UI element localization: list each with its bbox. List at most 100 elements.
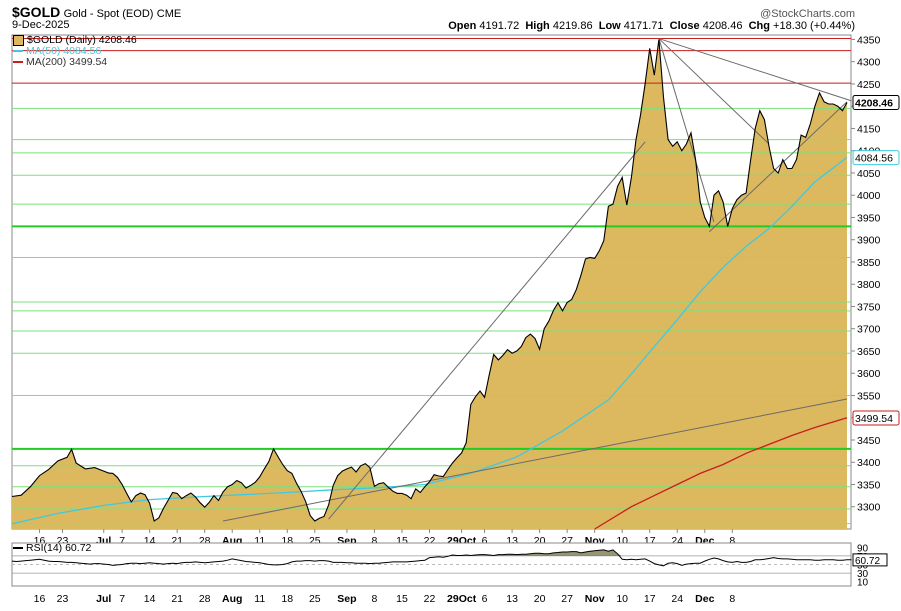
low-value: 4171.71 bbox=[623, 20, 664, 32]
rsi-xtick-label-23: 24 bbox=[671, 593, 683, 605]
xtick-label-9: 18 bbox=[281, 535, 293, 547]
ytick-label-3950: 3950 bbox=[857, 212, 881, 224]
trendline-0 bbox=[222, 398, 848, 522]
rsi-xtick-label-5: 21 bbox=[171, 593, 183, 605]
legend-swatch-ma200 bbox=[13, 61, 23, 63]
xtick-label-6: 28 bbox=[199, 535, 211, 547]
copyright: @StockCharts.com bbox=[760, 8, 855, 20]
xtick-label-25: 8 bbox=[729, 535, 735, 547]
xtick-label-5: 21 bbox=[171, 535, 183, 547]
rsi-xtick-label-9: 18 bbox=[281, 593, 293, 605]
legend-swatch-ma50 bbox=[13, 50, 23, 52]
close-value: 4208.46 bbox=[702, 20, 743, 32]
rsi-value-tag: 60.72 bbox=[855, 556, 880, 567]
trendline-1 bbox=[328, 141, 646, 520]
rsi-xtick-label-21: 10 bbox=[616, 593, 628, 605]
rsi-xtick-label-1: 23 bbox=[57, 593, 69, 605]
ytick-label-3450: 3450 bbox=[857, 435, 881, 447]
ytick-label-4150: 4150 bbox=[857, 123, 881, 135]
rsi-ytick-30: 30 bbox=[857, 569, 869, 580]
rsi-xtick-label-14: 22 bbox=[424, 593, 436, 605]
high-label: High bbox=[525, 20, 550, 32]
ytick-label-4300: 4300 bbox=[857, 57, 881, 69]
chg-label: Chg bbox=[748, 20, 770, 32]
rsi-xtick-label-19: 27 bbox=[561, 593, 573, 605]
rsi-xtick-label-17: 13 bbox=[506, 593, 518, 605]
ma200-line bbox=[594, 417, 848, 530]
rsi-xtick-label-22: 17 bbox=[644, 593, 656, 605]
legend-label-price: $GOLD (Daily) 4208.46 bbox=[27, 34, 137, 46]
ytick-label-3600: 3600 bbox=[857, 368, 881, 380]
rsi-swatch bbox=[13, 547, 23, 549]
ytick-label-4350: 4350 bbox=[857, 34, 881, 46]
xtick-label-4: 14 bbox=[144, 535, 156, 547]
ytick-label-3300: 3300 bbox=[857, 502, 881, 514]
chart-header: $GOLD Gold - Spot (EOD) CME bbox=[12, 4, 181, 20]
trendline-5 bbox=[658, 38, 715, 223]
rsi-xtick-label-13: 15 bbox=[396, 593, 408, 605]
rsi-label-text: RSI(14) 60.72 bbox=[26, 542, 92, 554]
xtick-label-1: 23 bbox=[57, 535, 69, 547]
legend-ma200: MA(200) 3499.54 bbox=[13, 56, 107, 68]
ytick-label-3800: 3800 bbox=[857, 279, 881, 291]
xtick-label-21: 10 bbox=[616, 535, 628, 547]
value-tag-box-2 bbox=[852, 410, 900, 426]
trendline-3 bbox=[658, 38, 852, 102]
rsi-xtick-label-7: Aug bbox=[222, 593, 242, 605]
xtick-label-12: 8 bbox=[372, 535, 378, 547]
rsi-xtick-label-20: Nov bbox=[585, 593, 605, 605]
xtick-label-10: 25 bbox=[309, 535, 321, 547]
rsi-xtick-label-0: 16 bbox=[34, 593, 46, 605]
value-tag-2: 3499.54 bbox=[855, 413, 893, 425]
rsi-xtick-label-24: Dec bbox=[695, 593, 714, 605]
xtick-label-3: 7 bbox=[119, 535, 125, 547]
ytick-label-3750: 3750 bbox=[857, 301, 881, 313]
xtick-label-16: 6 bbox=[482, 535, 488, 547]
xtick-label-18: 20 bbox=[534, 535, 546, 547]
ytick-label-3400: 3400 bbox=[857, 457, 881, 469]
ytick-label-3700: 3700 bbox=[857, 324, 881, 336]
ytick-label-3550: 3550 bbox=[857, 390, 881, 402]
instrument-name: Gold - Spot (EOD) bbox=[63, 8, 154, 20]
rsi-xtick-label-8: 11 bbox=[254, 593, 265, 605]
ytick-label-4250: 4250 bbox=[857, 79, 881, 91]
rsi-line bbox=[11, 549, 852, 567]
rsi-label: RSI(14) 60.72 bbox=[13, 542, 91, 554]
legend-ma50: MA(50) 4084.56 bbox=[13, 45, 101, 57]
xtick-label-17: 13 bbox=[506, 535, 518, 547]
rsi-xtick-label-25: 8 bbox=[729, 593, 735, 605]
price-line bbox=[11, 39, 848, 522]
date-label: 9-Dec-2025 bbox=[12, 19, 70, 31]
ytick-label-3350: 3350 bbox=[857, 479, 881, 491]
rsi-frame bbox=[11, 542, 852, 587]
ohlc-readout: Open 4191.72 High 4219.86 Low 4171.71 Cl… bbox=[448, 20, 855, 32]
ma50-line bbox=[11, 156, 848, 525]
open-label: Open bbox=[448, 20, 477, 32]
legend-price: $GOLD (Daily) 4208.46 bbox=[13, 34, 137, 46]
price-area bbox=[12, 39, 847, 529]
chg-value: +18.30 (+0.44%) bbox=[773, 20, 855, 32]
value-tag-0: 4208.46 bbox=[855, 97, 893, 109]
ytick-label-3850: 3850 bbox=[857, 257, 881, 269]
trendline-4 bbox=[658, 38, 770, 145]
symbol: $GOLD bbox=[12, 4, 61, 20]
exchange: CME bbox=[156, 8, 182, 20]
ytick-label-4050: 4050 bbox=[857, 168, 881, 180]
legend-label-ma50: MA(50) 4084.56 bbox=[26, 45, 102, 57]
legend-swatch-price bbox=[13, 34, 24, 46]
rsi-value-box bbox=[852, 553, 888, 567]
rsi-xtick-label-10: 25 bbox=[309, 593, 321, 605]
xtick-label-22: 17 bbox=[644, 535, 656, 547]
xtick-label-14: 22 bbox=[424, 535, 436, 547]
xtick-label-0: 16 bbox=[34, 535, 46, 547]
value-tag-box-0 bbox=[852, 94, 900, 110]
open-value: 4191.72 bbox=[479, 20, 520, 32]
value-tag-1: 4084.56 bbox=[855, 153, 893, 165]
rsi-xtick-label-2: Jul bbox=[96, 593, 111, 605]
rsi-ytick-90: 90 bbox=[857, 543, 869, 554]
value-tag-box-1 bbox=[852, 150, 900, 166]
rsi-xtick-label-18: 20 bbox=[534, 593, 546, 605]
xtick-label-13: 15 bbox=[396, 535, 408, 547]
rsi-ytick-10: 10 bbox=[857, 578, 869, 589]
rsi-xtick-label-6: 28 bbox=[199, 593, 211, 605]
